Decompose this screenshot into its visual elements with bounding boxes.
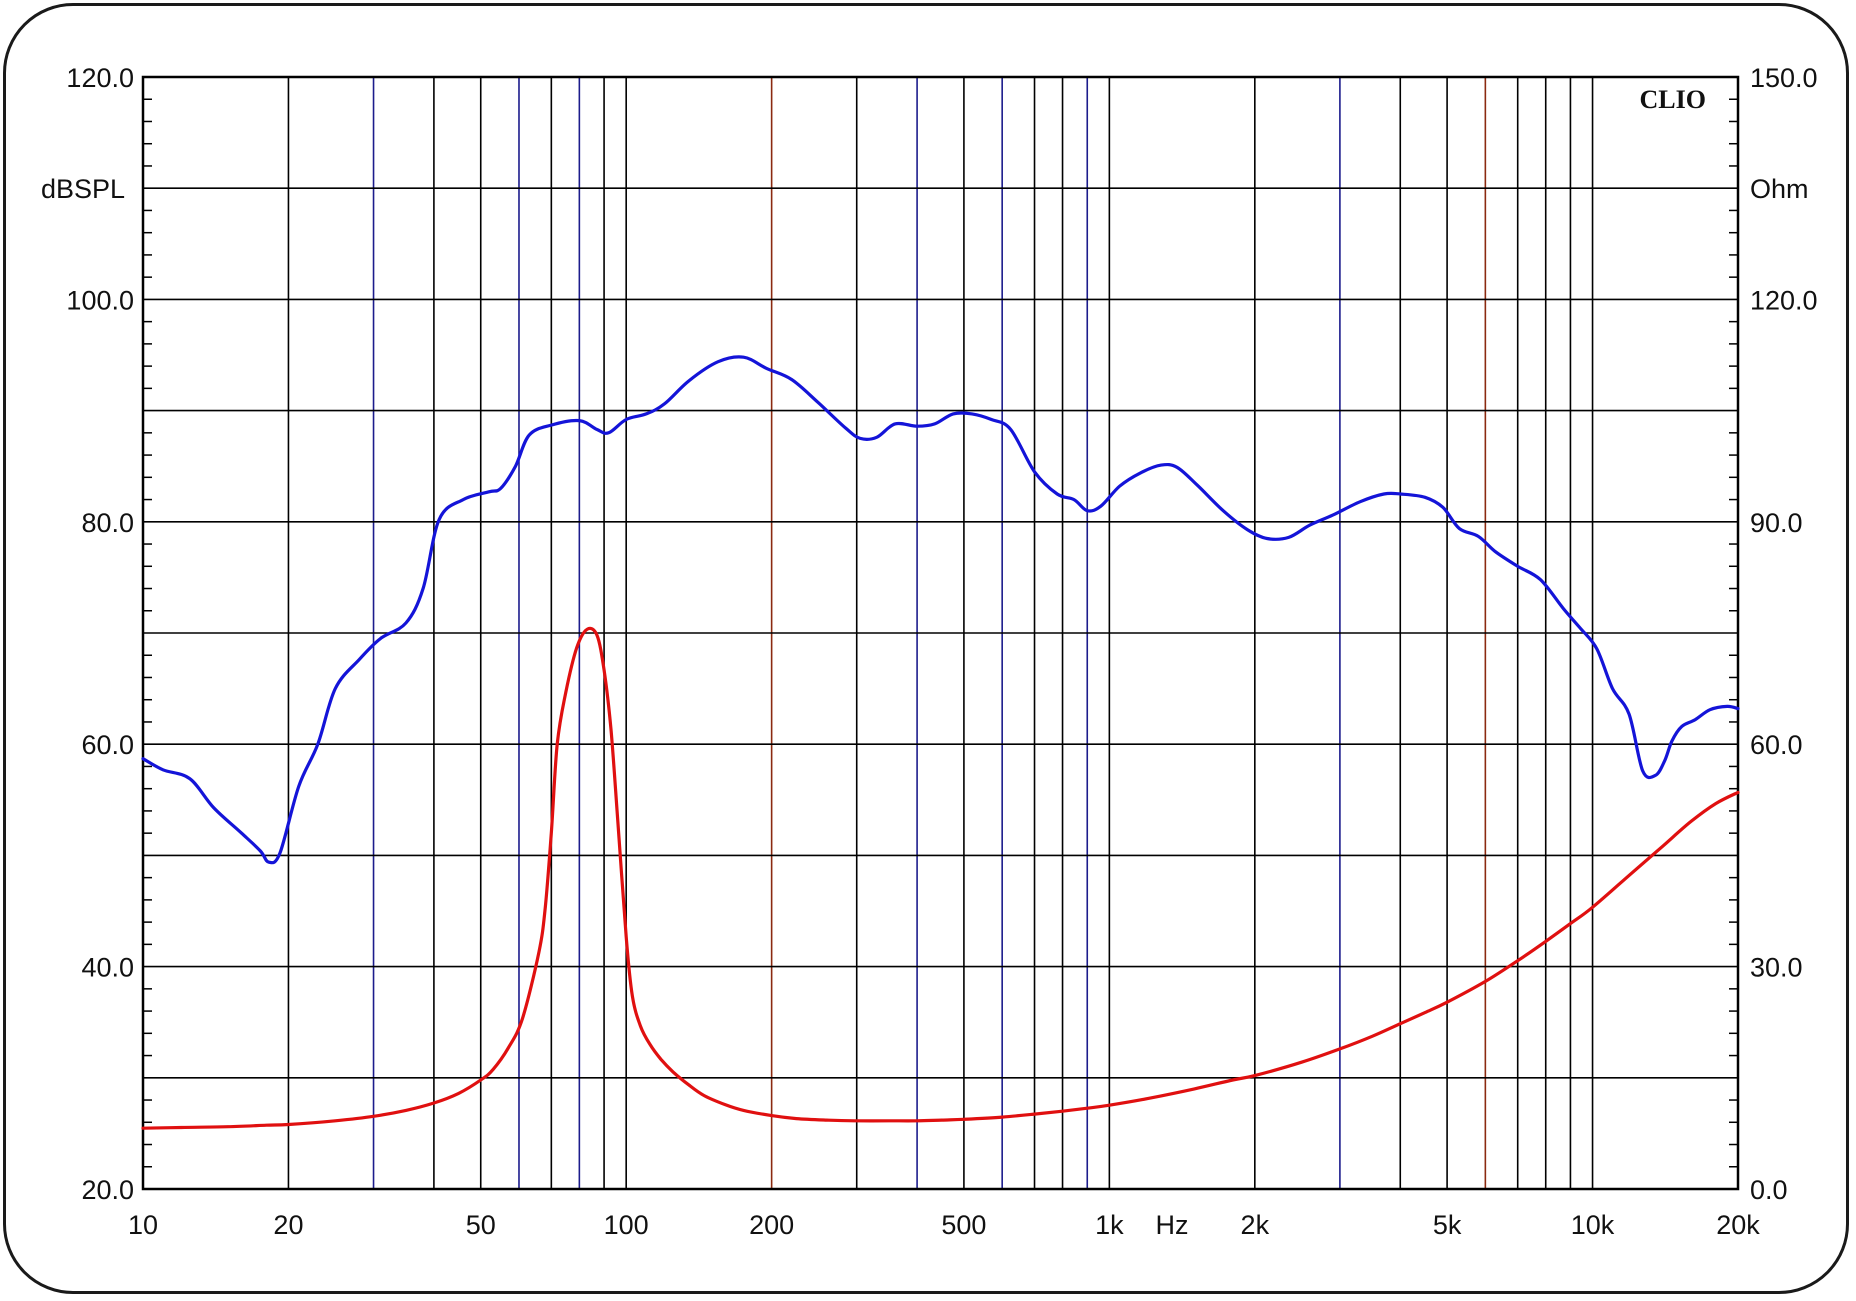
left-tick-label: 120.0 [66,63,134,93]
left-tick-label: 60.0 [81,730,134,760]
x-tick-label: 200 [749,1210,794,1240]
right-axis-label: Ohm [1750,174,1809,204]
x-tick-label: 20k [1716,1210,1760,1240]
brand-logo: CLIO [1640,85,1706,114]
right-tick-label: 90.0 [1750,508,1803,538]
left-tick-label: 80.0 [81,508,134,538]
left-tick-label: 100.0 [66,285,134,315]
left-tick-label: 20.0 [81,1175,134,1205]
x-tick-labels: 10 20 50 100 200 500 1k 2k 5k 10k 20k [128,1210,1760,1240]
x-tick-label: 1k [1095,1210,1124,1240]
x-tick-label: 500 [941,1210,986,1240]
right-tick-label: 120.0 [1750,285,1818,315]
x-tick-label: 20 [273,1210,303,1240]
x-tick-label: 10 [128,1210,158,1240]
x-tick-label: 2k [1241,1210,1270,1240]
left-tick-labels: 20.0 40.0 60.0 80.0 100.0 120.0 [66,63,134,1205]
plot-border [141,75,1740,1191]
spl-curve [141,355,1740,865]
x-tick-label: 100 [604,1210,649,1240]
chart-frame [3,3,1849,1294]
right-tick-label: 0.0 [1750,1175,1788,1205]
left-axis-label: dBSPL [41,174,125,204]
x-tick-label: 10k [1571,1210,1615,1240]
impedance-curve [141,626,1740,1130]
axis-ticks [143,98,1738,1168]
right-tick-label: 60.0 [1750,730,1803,760]
series-lines [141,355,1740,1130]
x-axis-label: Hz [1156,1210,1189,1240]
right-tick-labels: 0.0 30.0 60.0 90.0 120.0 150.0 [1750,63,1818,1205]
right-tick-label: 30.0 [1750,953,1803,983]
x-tick-label: 5k [1433,1210,1462,1240]
left-tick-label: 40.0 [81,953,134,983]
right-tick-label: 150.0 [1750,63,1818,93]
grid [143,77,1739,1189]
x-tick-label: 50 [466,1210,496,1240]
